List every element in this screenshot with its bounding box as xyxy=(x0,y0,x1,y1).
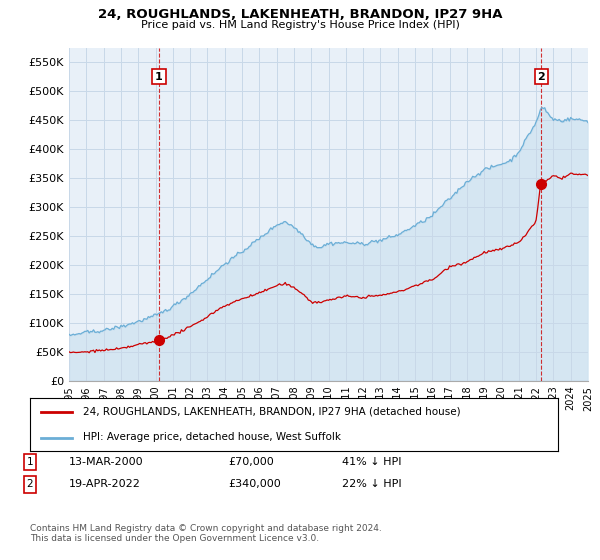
Text: 13-MAR-2000: 13-MAR-2000 xyxy=(69,457,143,467)
Text: 2: 2 xyxy=(26,479,34,489)
Text: 2: 2 xyxy=(538,72,545,82)
Text: 19-APR-2022: 19-APR-2022 xyxy=(69,479,141,489)
Text: 22% ↓ HPI: 22% ↓ HPI xyxy=(342,479,401,489)
Text: 24, ROUGHLANDS, LAKENHEATH, BRANDON, IP27 9HA (detached house): 24, ROUGHLANDS, LAKENHEATH, BRANDON, IP2… xyxy=(83,407,460,417)
Text: £340,000: £340,000 xyxy=(228,479,281,489)
Text: 1: 1 xyxy=(155,72,163,82)
Text: 24, ROUGHLANDS, LAKENHEATH, BRANDON, IP27 9HA: 24, ROUGHLANDS, LAKENHEATH, BRANDON, IP2… xyxy=(98,8,502,21)
Text: 41% ↓ HPI: 41% ↓ HPI xyxy=(342,457,401,467)
Text: Contains HM Land Registry data © Crown copyright and database right 2024.
This d: Contains HM Land Registry data © Crown c… xyxy=(30,524,382,543)
Text: HPI: Average price, detached house, West Suffolk: HPI: Average price, detached house, West… xyxy=(83,432,341,442)
Text: 1: 1 xyxy=(26,457,34,467)
Text: Price paid vs. HM Land Registry's House Price Index (HPI): Price paid vs. HM Land Registry's House … xyxy=(140,20,460,30)
Text: £70,000: £70,000 xyxy=(228,457,274,467)
